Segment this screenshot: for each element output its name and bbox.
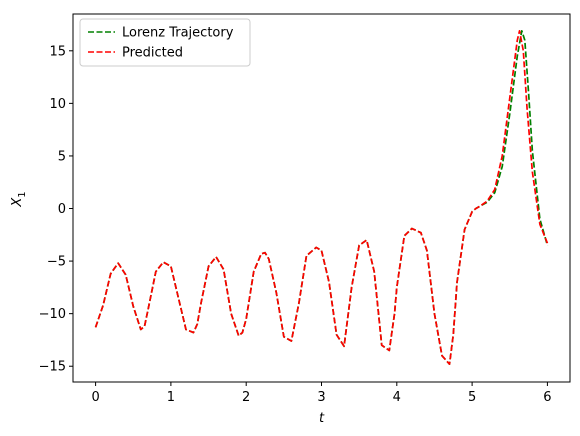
axes-frame bbox=[72, 13, 571, 383]
y-tick-label: −15 bbox=[39, 360, 66, 375]
x-tick-label: 3 bbox=[317, 390, 325, 405]
y-axis-label-main: X bbox=[10, 197, 25, 208]
x-tick-label: 2 bbox=[242, 390, 250, 405]
legend-label-predicted: Predicted bbox=[122, 46, 183, 61]
series-line-1 bbox=[94, 29, 549, 365]
y-axis-label: X1 bbox=[10, 191, 28, 207]
series-line-0 bbox=[94, 29, 549, 365]
y-axis-label-subscript: 1 bbox=[17, 191, 28, 197]
plot-area bbox=[94, 29, 549, 365]
legend-box bbox=[79, 18, 251, 67]
x-tick-label: 1 bbox=[167, 390, 175, 405]
y-tick-label: −10 bbox=[39, 307, 66, 322]
axis-ticks: 0 1 2 3 4 5 6 −15 −10 −5 0 5 10 15 bbox=[39, 44, 552, 405]
x-tick-label: 0 bbox=[91, 390, 99, 405]
legend-label-lorenz: Lorenz Trajectory bbox=[122, 26, 234, 41]
y-tick-label: 0 bbox=[58, 202, 66, 217]
y-tick-label: 10 bbox=[49, 97, 66, 112]
x-tick-label: 5 bbox=[468, 390, 476, 405]
x-tick-label: 6 bbox=[543, 390, 551, 405]
y-tick-label: 5 bbox=[58, 149, 66, 164]
legend: Lorenz Trajectory Predicted bbox=[79, 18, 251, 67]
y-tick-label: −5 bbox=[47, 255, 66, 270]
x-axis-label: t bbox=[319, 411, 325, 426]
y-tick-label: 15 bbox=[49, 44, 66, 59]
x-tick-label: 4 bbox=[393, 390, 401, 405]
